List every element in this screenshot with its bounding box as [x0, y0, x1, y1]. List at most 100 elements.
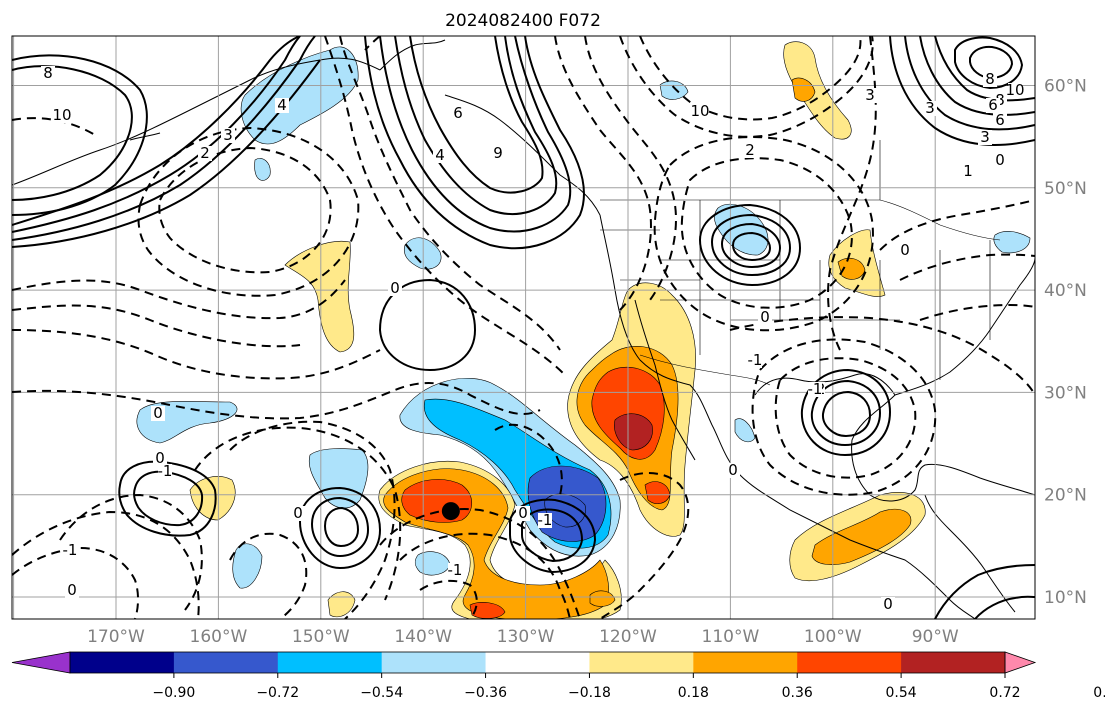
- map-title: 2024082400 F072: [445, 11, 601, 31]
- longitude-label: 160°W: [190, 627, 248, 647]
- latitude-label: 60°N: [1044, 77, 1087, 97]
- contour-label-bg: [153, 451, 167, 466]
- longitude-label: 170°W: [87, 627, 145, 647]
- contour-label: 0: [728, 461, 738, 479]
- longitude-label: 150°W: [292, 627, 350, 647]
- contour-label: 0: [760, 308, 770, 326]
- contour-label: 0: [883, 595, 893, 613]
- contour-label-bg: [1008, 83, 1022, 98]
- contour-label: 9: [493, 144, 503, 162]
- latitude-label: 10°N: [1044, 588, 1087, 608]
- contour-label: 4: [277, 96, 287, 114]
- shade-blue-baja: [734, 418, 756, 443]
- contour-label-bg: [993, 153, 1007, 168]
- longitude-label: 100°W: [804, 627, 862, 647]
- colorbar-bin: [381, 652, 487, 673]
- colorbar-bin: [277, 652, 383, 673]
- contour-label-bg: [448, 563, 462, 578]
- contour-label: 0: [293, 504, 303, 522]
- contour-label: 2: [745, 141, 755, 159]
- colorbar-tick-label: 0.18: [678, 685, 709, 701]
- shade-blue-aleutian: [254, 158, 271, 181]
- colorbar-bin: [70, 652, 175, 673]
- longitude-label: 130°W: [497, 627, 555, 647]
- contour-label-bg: [898, 243, 912, 258]
- longitude-label: 120°W: [599, 627, 657, 647]
- colorbar-extend-min: [11, 651, 71, 674]
- latitude-labels: 60°N 50°N 40°N 30°N 20°N 10°N: [1044, 77, 1087, 609]
- latitude-label: 40°N: [1044, 281, 1087, 301]
- map-frame: [11, 35, 1036, 620]
- colorbar-bin: [693, 652, 798, 673]
- graticule: [12, 36, 1035, 619]
- colorbar-bin: [797, 652, 902, 673]
- map-panel: 810863012400-1-1-10346910203681030-1-2-1…: [12, 36, 1035, 619]
- shade-orange-canada: [791, 77, 816, 102]
- contour-label: 3: [980, 128, 990, 146]
- contour-labels: 810863012400-1-1-10346910203681030-1-2-1…: [41, 64, 1025, 613]
- contour-label-bg: [291, 506, 305, 521]
- contour-label-bg: [158, 464, 172, 479]
- contour-label-bg: [516, 506, 530, 521]
- contour-label-bg: [881, 597, 895, 612]
- contour-label: 0: [900, 241, 910, 259]
- shade-orange-mexico: [811, 508, 912, 565]
- storm-center-marker: [441, 502, 460, 521]
- contours-dashed: [12, 36, 1035, 619]
- shade-red-storm: [401, 479, 473, 523]
- longitude-label: 90°W: [912, 627, 959, 647]
- contour-label: 6: [453, 104, 463, 122]
- contour-label-bg: [743, 143, 757, 158]
- shade-blue-small1: [232, 543, 263, 589]
- contour-label: 3: [223, 126, 233, 144]
- contour-label-bg: [275, 98, 289, 113]
- shade-blue-plains: [714, 204, 769, 256]
- longitude-label: 110°W: [702, 627, 760, 647]
- contour-label: 0: [67, 581, 77, 599]
- contour-label: 6: [995, 111, 1005, 129]
- contour-label: -1: [538, 511, 553, 529]
- contour-label-bg: [726, 463, 740, 478]
- shade-red-storm2: [469, 602, 506, 619]
- contour-label-bg: [451, 106, 465, 121]
- shade-yellow-npac: [284, 240, 355, 353]
- contour-label-bg: [63, 543, 77, 558]
- contour-label-bg: [758, 310, 772, 325]
- colorbar-extend-max: [1004, 651, 1037, 674]
- contour-label-bg: [978, 130, 992, 145]
- colorbar-tick-label: 0.36: [782, 685, 813, 701]
- contour-label: 8: [43, 64, 53, 82]
- contour-label: 10: [1005, 81, 1024, 99]
- contour-label-bg: [388, 281, 402, 296]
- colorbar-tick-label: 0.54: [886, 685, 917, 701]
- contour-label-bg: [808, 382, 822, 397]
- contour-label-bg: [41, 66, 55, 81]
- colorbar-outline: [69, 651, 1006, 674]
- latitude-label: 50°N: [1044, 179, 1087, 199]
- contour-label: -1: [808, 380, 823, 398]
- contour-label-bg: [923, 101, 937, 116]
- contour-label-bg: [151, 406, 165, 421]
- contour-label: -1: [448, 561, 463, 579]
- contour-label-bg: [961, 164, 975, 179]
- contour-label: 2: [200, 144, 210, 162]
- colorbar-tick-label: −0.54: [360, 685, 403, 701]
- contour-label-bg: [693, 104, 707, 119]
- colorbar-bin: [173, 652, 279, 673]
- contour-label-bg: [993, 113, 1007, 128]
- contour-label-bg: [65, 583, 79, 598]
- contour-label: 10: [690, 102, 709, 120]
- contour-label: 0: [995, 151, 1005, 169]
- colorbar-bin: [485, 652, 590, 673]
- longitude-labels: 170°W 160°W 150°W 140°W 130°W 120°W 110°W 100°W…: [87, 627, 959, 647]
- colorbar-bin: [589, 652, 694, 673]
- contour-label: 0: [390, 279, 400, 297]
- shade-blue-small2: [414, 551, 451, 576]
- latitude-label: 20°N: [1044, 486, 1087, 506]
- colorbar-tick-label: 0.72: [989, 685, 1020, 701]
- shade-darkred-baja: [614, 413, 653, 451]
- contour-label-bg: [863, 88, 877, 103]
- contour-label: -1: [63, 541, 78, 559]
- contour-label-bg: [748, 353, 762, 368]
- colorbar-tick-label: −0.72: [256, 685, 299, 701]
